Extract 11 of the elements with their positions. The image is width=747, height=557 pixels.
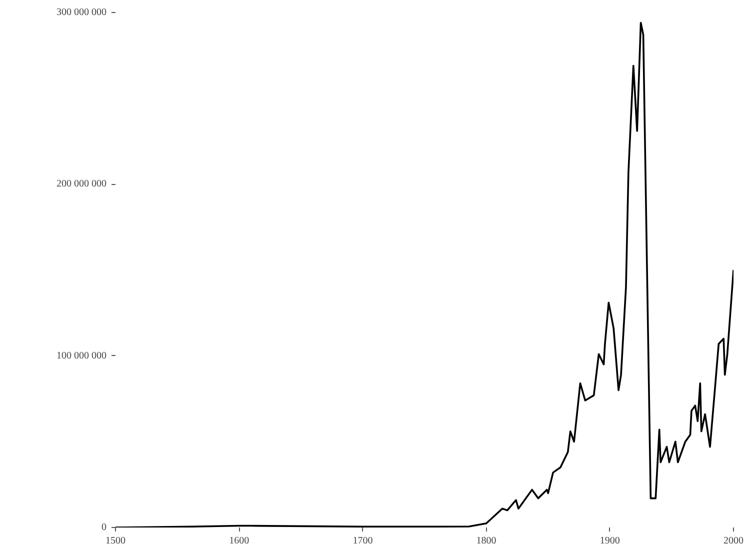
x-tick-label: 1600 <box>229 536 250 546</box>
x-tick-label: 1500 <box>106 536 126 546</box>
y-tick-label: 100 000 000 <box>56 350 106 362</box>
y-tick-label: 0 <box>102 522 106 533</box>
x-tick-label: 1700 <box>352 536 373 546</box>
y-tick-label: 300 000 000 <box>56 7 106 18</box>
y-tick-label: 200 000 000 <box>56 178 106 190</box>
line-series <box>116 22 734 528</box>
x-tick-label: 1900 <box>600 536 620 546</box>
x-tick-label: 1800 <box>476 536 496 546</box>
x-tick-label: 2000 <box>724 536 744 546</box>
